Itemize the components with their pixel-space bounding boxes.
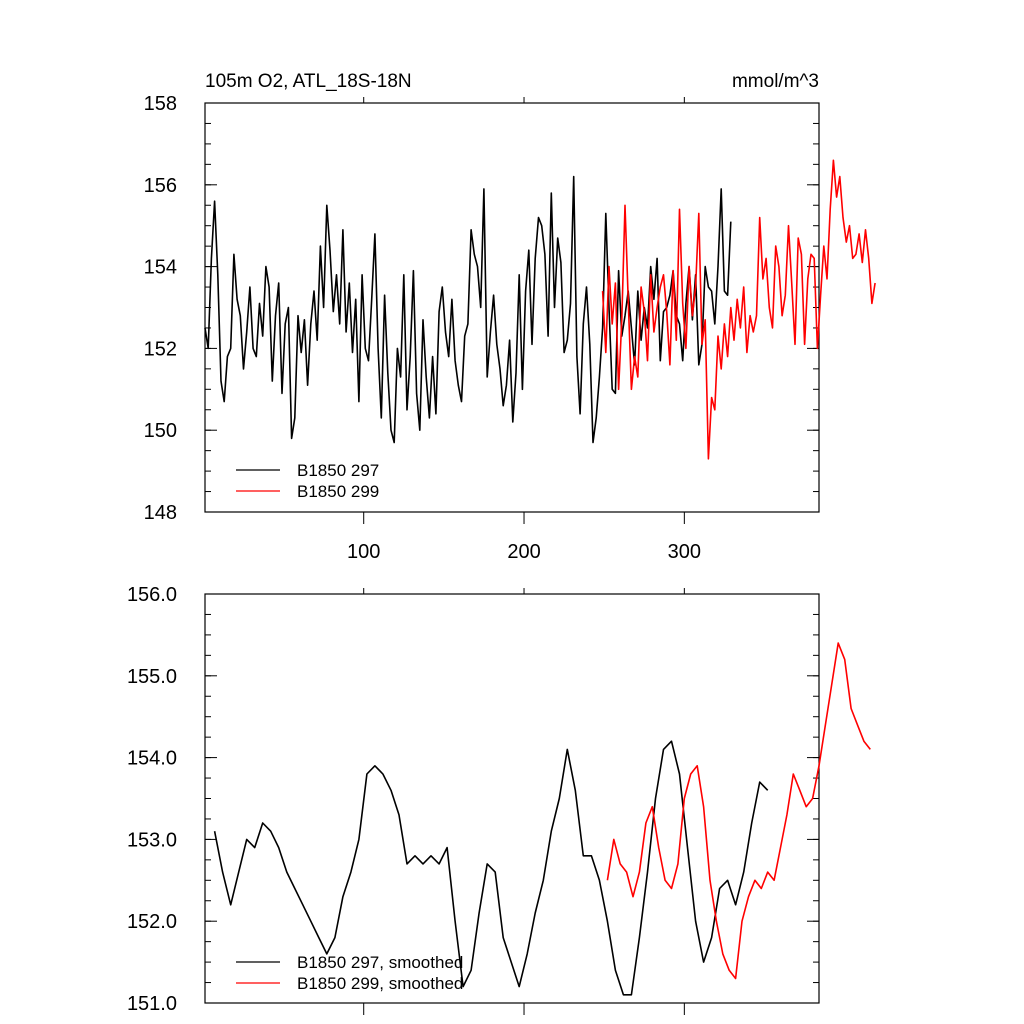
top-y-tick-label: 150 bbox=[144, 420, 177, 442]
top-y-tick-label: 152 bbox=[144, 338, 177, 360]
top-panel: 105m O2, ATL_18S-18N mmol/m^3 1481501521… bbox=[144, 71, 876, 563]
top-y-tick-label: 158 bbox=[144, 93, 177, 115]
top-y-tick-label: 148 bbox=[144, 502, 177, 524]
top-legend-label-0: B1850 297 bbox=[297, 461, 379, 480]
top-series-line-0 bbox=[204, 175, 732, 444]
top-y-tick-label: 154 bbox=[144, 257, 177, 279]
bottom-series-lines bbox=[213, 642, 871, 996]
top-x-tick-label: 200 bbox=[507, 541, 540, 563]
top-legend: B1850 297 B1850 299 bbox=[236, 461, 379, 501]
bottom-y-tick-label: 152.0 bbox=[127, 911, 177, 933]
top-legend-label-1: B1850 299 bbox=[297, 482, 379, 501]
bottom-legend-label-1: B1850 299, smoothed bbox=[297, 974, 463, 993]
top-series-lines bbox=[204, 159, 876, 460]
bottom-y-tick-label: 154.0 bbox=[127, 748, 177, 770]
top-axes: 148 150 152 154 156 158 100 200 300 bbox=[144, 93, 819, 563]
top-x-tick-label: 300 bbox=[668, 541, 701, 563]
bottom-series-line-0 bbox=[213, 740, 769, 996]
top-plot-frame bbox=[204, 102, 820, 513]
bottom-legend-label-0: B1850 297, smoothed bbox=[297, 953, 463, 972]
bottom-y-tick-label: 156.0 bbox=[127, 584, 177, 606]
bottom-panel: 151.0 152.0 153.0 154.0 155.0 156.0 B1850 297… bbox=[127, 584, 871, 1015]
bottom-y-tick-label: 151.0 bbox=[127, 993, 177, 1015]
bottom-legend: B1850 297, smoothed B1850 299, smoothed bbox=[236, 953, 463, 993]
bottom-axes: 151.0 152.0 153.0 154.0 155.0 156.0 bbox=[127, 584, 819, 1015]
top-x-tick-label: 100 bbox=[347, 541, 380, 563]
bottom-y-tick-label: 153.0 bbox=[127, 829, 177, 851]
top-chart-units: mmol/m^3 bbox=[732, 71, 819, 92]
top-chart-title: 105m O2, ATL_18S-18N bbox=[205, 71, 412, 92]
bottom-plot-frame bbox=[204, 593, 820, 1004]
bottom-y-tick-label: 155.0 bbox=[127, 666, 177, 688]
bottom-series-line-1 bbox=[606, 642, 871, 980]
top-y-tick-label: 156 bbox=[144, 175, 177, 197]
top-series-line-1 bbox=[601, 159, 876, 460]
